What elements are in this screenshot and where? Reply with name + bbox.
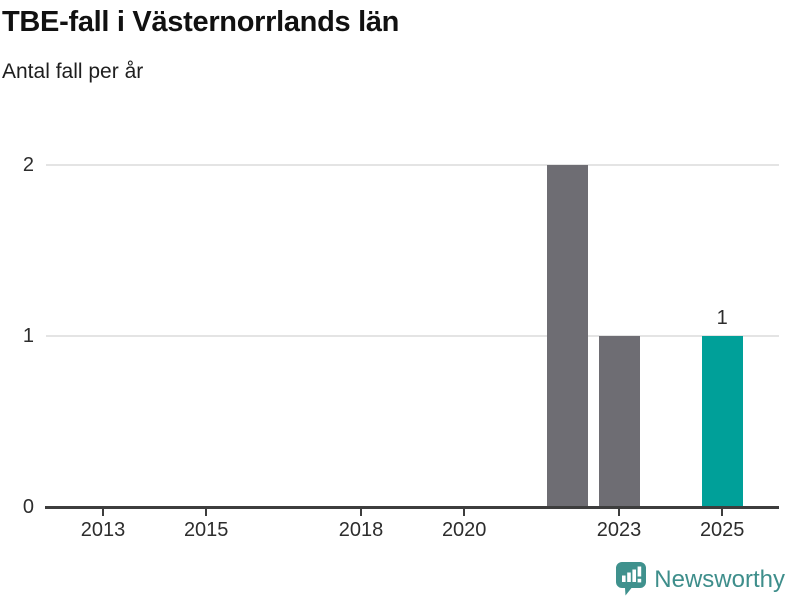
y-tick-label-2: 2 [22,154,34,176]
x-tick-2025 [721,508,724,516]
newsworthy-logo[interactable]: Newsworthy [615,561,785,598]
x-tick-label-2015: 2015 [183,519,229,541]
x-tick-label-2013: 2013 [80,519,126,541]
x-tick-2015 [205,508,208,516]
bar-2023 [598,336,640,507]
x-tick-label-2020: 2020 [441,519,487,541]
x-tick-2018 [360,508,362,516]
x-tick-2023 [618,508,620,516]
gridline-2 [46,164,779,166]
x-tick-2020 [463,508,466,516]
bar-value-label-2025: 1 [716,307,728,329]
x-tick-label-2018: 2018 [338,519,384,541]
newsworthy-logo-icon [615,561,647,598]
y-tick-label-0: 0 [22,496,34,518]
x-tick-2013 [102,508,104,516]
newsworthy-logo-text: Newsworthy [654,565,785,593]
y-tick-label-1: 1 [22,325,34,347]
bar-2025 [701,336,743,507]
chart-title: TBE-fall i Västernorrlands län [2,6,400,38]
x-tick-label-2023: 2023 [596,519,642,541]
chart-subtitle: Antal fall per år [2,60,144,83]
x-axis-line [45,506,779,509]
x-tick-label-2025: 2025 [699,519,745,541]
bar-2022 [546,165,588,507]
gridline-1 [46,335,779,337]
